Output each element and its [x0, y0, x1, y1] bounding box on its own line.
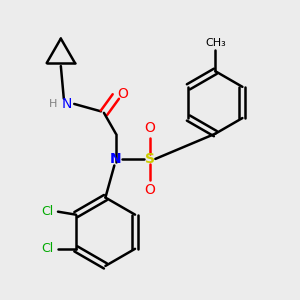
Text: O: O: [145, 121, 155, 135]
Text: O: O: [145, 183, 155, 197]
Text: H: H: [49, 99, 58, 109]
Text: S: S: [145, 152, 155, 166]
Text: O: O: [117, 86, 128, 100]
Text: CH₃: CH₃: [205, 38, 226, 48]
Text: Cl: Cl: [41, 205, 54, 218]
Text: N: N: [61, 97, 72, 111]
Text: N: N: [110, 152, 122, 166]
Text: Cl: Cl: [41, 242, 54, 255]
